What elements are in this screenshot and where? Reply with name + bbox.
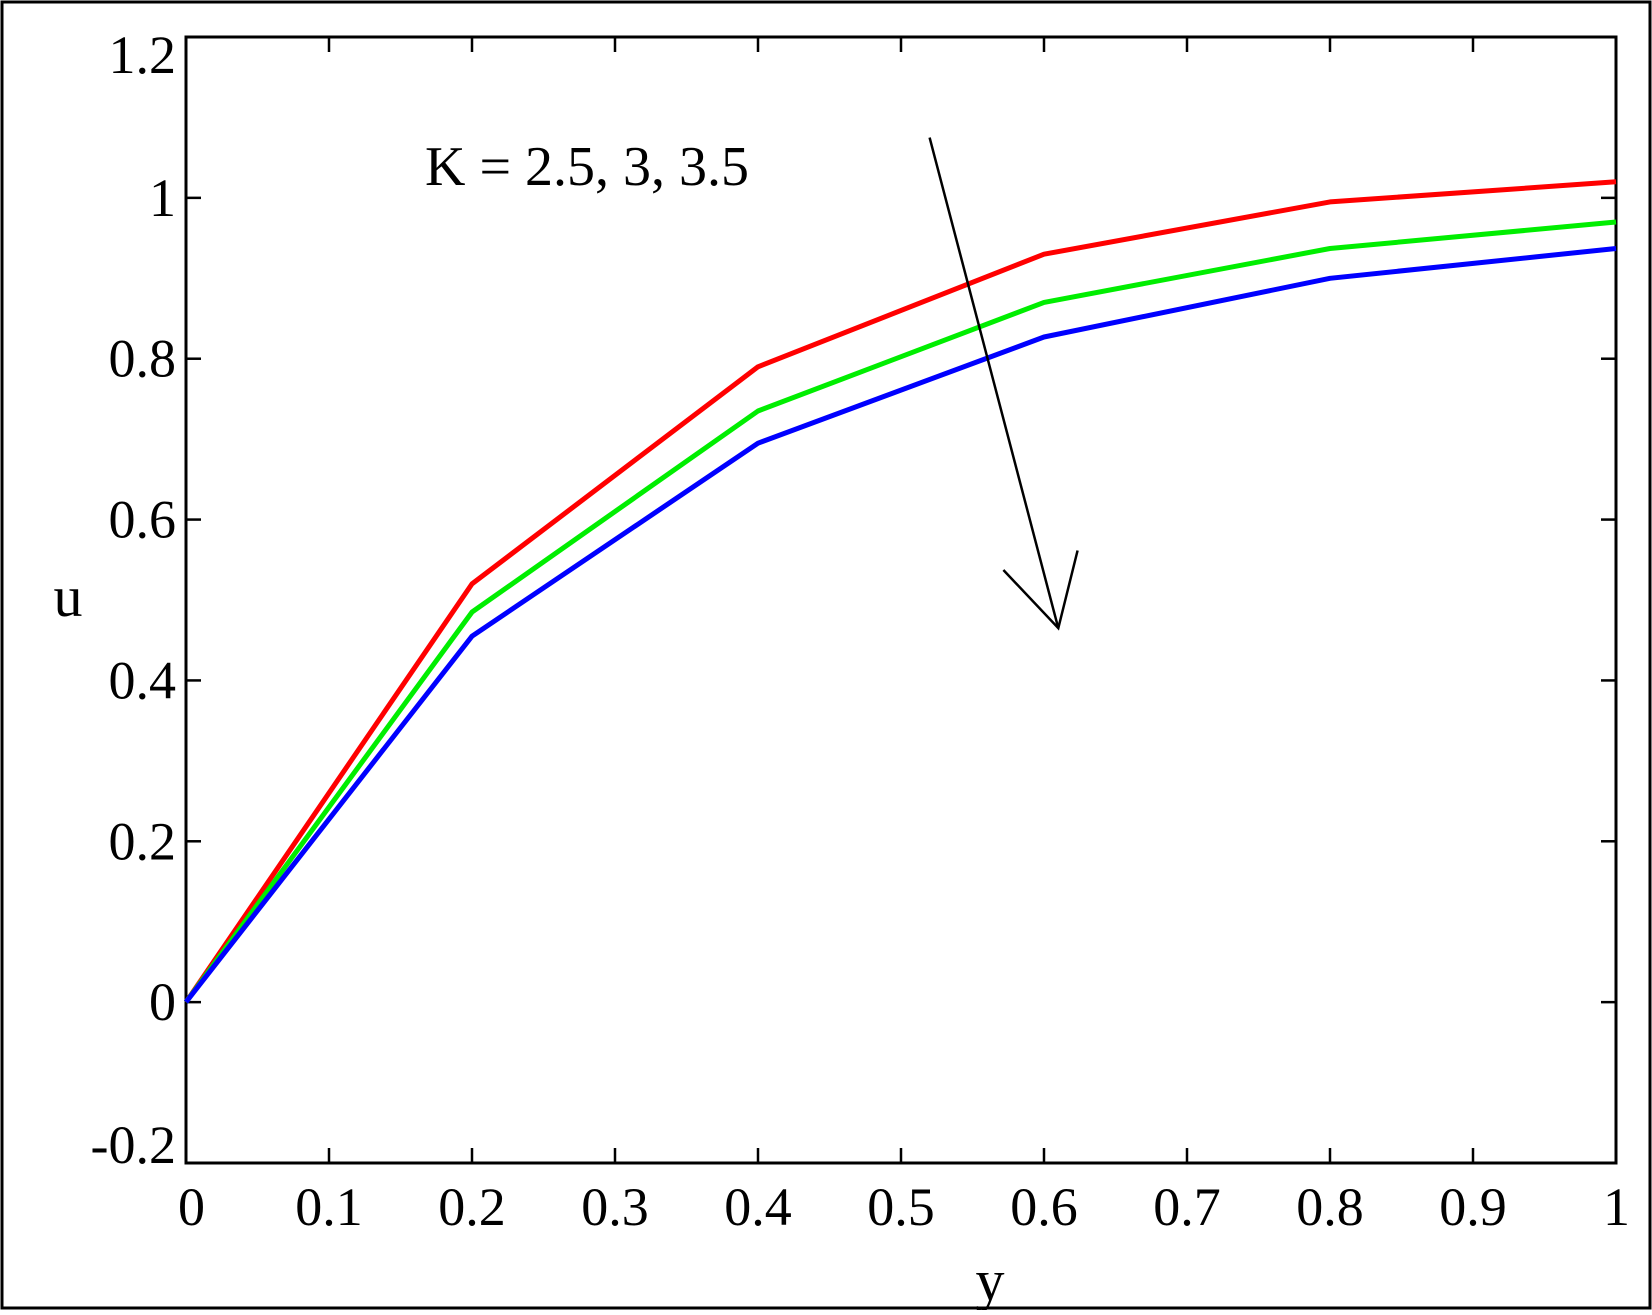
y-tick-label: 1.2: [109, 25, 177, 85]
x-axis-title: y: [976, 1248, 1005, 1310]
x-tick-label: 0.4: [724, 1177, 792, 1237]
y-axis-title: u: [54, 564, 83, 629]
series-layer: [183, 179, 1617, 1004]
x-tick-label: 0.1: [295, 1177, 363, 1237]
series-line-2: [183, 219, 1617, 1004]
y-tick-label: 0.8: [109, 329, 177, 389]
x-tick-label: 1: [1603, 1177, 1630, 1237]
y-tick-label: 1: [149, 168, 176, 228]
annotation-arrow-head: [1002, 550, 1079, 631]
annotation-label: K = 2.5, 3, 3.5: [425, 136, 749, 198]
y-tick-label: 0: [149, 972, 176, 1032]
x-tick-label: 0.2: [438, 1177, 506, 1237]
x-tick-label: 0.7: [1153, 1177, 1221, 1237]
ticks-layer: 0 0.1 0.2 0.3 0.4 0.5 0.6 0.7 0.8 0.9 1-0.200.20.4…: [91, 25, 1630, 1237]
y-tick-label: 0.4: [109, 650, 177, 710]
y-tick-label: -0.2: [91, 1115, 176, 1175]
x-tick-label: 0: [178, 1177, 205, 1237]
y-tick-label: 0.6: [109, 490, 177, 550]
x-tick-label: 0.5: [867, 1177, 935, 1237]
x-tick-label: 0.9: [1439, 1177, 1507, 1237]
y-tick-label: 0.2: [109, 811, 177, 871]
series-line-3: [184, 246, 1617, 1004]
x-tick-label: 0.6: [1010, 1177, 1078, 1237]
x-tick-label: 0.8: [1296, 1177, 1364, 1237]
x-tick-label: 0.3: [581, 1177, 649, 1237]
annotation-layer: K = 2.5, 3, 3.5: [425, 136, 1079, 631]
series-line-1: [183, 179, 1617, 1004]
annotation-arrow-shaft: [928, 137, 1060, 629]
